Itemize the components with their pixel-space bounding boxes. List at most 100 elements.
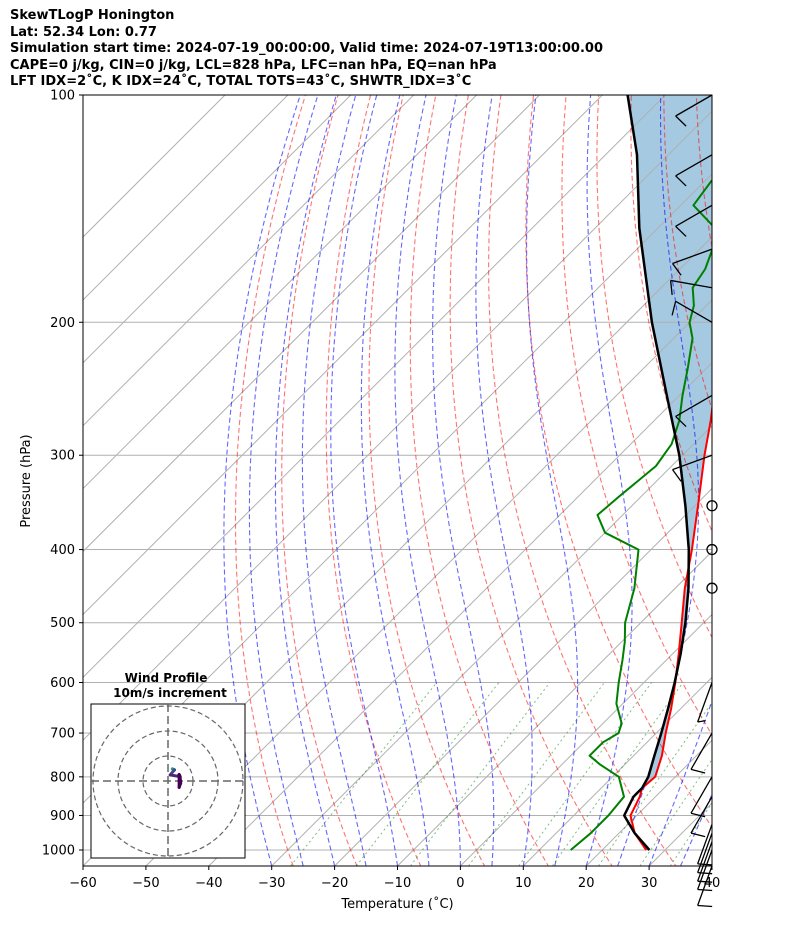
- index-text: LFT IDX=2˚C, K IDX=24˚C, TOTAL TOTS=43˚C…: [10, 74, 472, 89]
- station-title: SkewTLogP Honington: [10, 8, 175, 23]
- mixing-ratio-line: [409, 682, 551, 866]
- moist-adiabat: [617, 95, 700, 866]
- wind-barb: [675, 204, 713, 237]
- dry-adiabat: [596, 95, 712, 639]
- temperature-line: [629, 402, 712, 851]
- isotherm-line: [522, 676, 712, 866]
- mixing-ratio-line: [669, 802, 712, 866]
- x-tick-label: 20: [578, 876, 595, 891]
- y-tick-label: 1000: [42, 844, 75, 859]
- isotherm-line: [585, 739, 712, 866]
- isotherm-line: [83, 95, 226, 238]
- isotherm-line: [145, 299, 712, 866]
- inset-subtitle: 10m/s increment: [113, 686, 227, 700]
- wind-barb: [671, 300, 713, 323]
- dry-adiabat: [728, 61, 794, 882]
- moist-adiabat: [711, 864, 712, 866]
- hodograph: [91, 704, 245, 858]
- wind-barb: [675, 154, 713, 187]
- dry-adiabat: [409, 95, 549, 866]
- x-tick-label: −50: [132, 876, 159, 891]
- moist-adiabat: [585, 95, 633, 866]
- x-tick-label: −10: [384, 876, 411, 891]
- moist-adiabat: [274, 95, 337, 866]
- mixing-ratio-line: [551, 682, 684, 866]
- moist-adiabat: [301, 95, 367, 866]
- wind-barb: [697, 849, 713, 892]
- moist-adiabat: [526, 95, 579, 866]
- moist-adiabat: [679, 792, 712, 866]
- dewpoint-line: [570, 179, 712, 851]
- y-tick-label: 700: [50, 727, 75, 742]
- cin-shading: [627, 95, 712, 789]
- wind-barb: [690, 796, 713, 838]
- chart-header: SkewTLogP Honington Lat: 52.34 Lon: 0.77…: [10, 8, 603, 91]
- mixing-ratio-line: [290, 682, 438, 866]
- wind-barbs: [669, 94, 718, 908]
- moist-adiabat: [648, 699, 712, 866]
- x-tick-label: −60: [69, 876, 96, 891]
- dry-adiabat: [325, 95, 422, 866]
- dry-adiabat: [281, 95, 358, 866]
- wind-profile-inset: Wind Profile 10m/s increment: [90, 671, 246, 859]
- wind-barb: [697, 682, 713, 723]
- wind-barb: [697, 841, 713, 883]
- isotherm-line: [760, 60, 794, 881]
- moist-adiabat: [248, 95, 319, 866]
- moist-adiabat: [394, 95, 461, 866]
- x-tick-label: 10: [515, 876, 532, 891]
- wind-barb: [672, 454, 713, 482]
- dry-adiabat: [561, 95, 712, 736]
- y-axis-label: Pressure (hPa): [19, 434, 34, 527]
- y-tick-label: 400: [50, 543, 75, 558]
- time-text: Simulation start time: 2024-07-19_00:00:…: [10, 41, 603, 56]
- y-tick-label: 900: [50, 809, 75, 824]
- isotherm-line: [83, 95, 604, 616]
- wind-barb: [690, 732, 713, 774]
- y-tick-label: 100: [50, 89, 75, 104]
- mixing-ratio-lines: [290, 682, 712, 866]
- x-tick-label: 0: [456, 876, 464, 891]
- dry-adiabat: [449, 95, 613, 866]
- wind-barb: [672, 248, 713, 276]
- wind-barb: [669, 279, 713, 295]
- parcel-line: [622, 95, 691, 851]
- dry-adiabat: [368, 95, 486, 866]
- mixing-ratio-line: [639, 758, 712, 866]
- mixing-ratio-line: [355, 682, 500, 866]
- y-tick-label: 500: [50, 616, 75, 631]
- y-tick-label: 300: [50, 449, 75, 464]
- isotherm-line: [83, 95, 667, 679]
- moist-adiabat: [330, 95, 399, 866]
- isotherm-line: [270, 424, 712, 866]
- x-axis-label: Temperature (˚C): [340, 896, 453, 912]
- isotherm-line: [83, 95, 415, 427]
- isotherm-line: [459, 613, 712, 866]
- wind-barb: [697, 865, 713, 908]
- cape-shading: [627, 95, 712, 789]
- moist-adiabat: [360, 95, 430, 866]
- profile-lines: [570, 95, 712, 851]
- y-tick-label: 800: [50, 770, 75, 785]
- y-tick-label: 200: [50, 316, 75, 331]
- x-tick-label: −20: [321, 876, 348, 891]
- dry-adiabat: [234, 95, 307, 866]
- isotherm-line: [208, 362, 712, 866]
- x-tick-label: −30: [258, 876, 285, 891]
- x-tick-label: −40: [195, 876, 222, 891]
- isotherm-line: [83, 95, 352, 364]
- wind-barb: [690, 776, 713, 818]
- isotherm-line: [333, 487, 712, 866]
- x-tick-label: 40: [704, 876, 721, 891]
- isotherm-line: [396, 550, 712, 866]
- moist-adiabats: [223, 95, 712, 866]
- moist-adiabat: [223, 95, 301, 866]
- moist-adiabat: [432, 95, 495, 866]
- location-text: Lat: 52.34 Lon: 0.77: [10, 24, 157, 40]
- dry-adiabat: [488, 95, 677, 866]
- wind-barb: [675, 394, 713, 428]
- dry-adiabat: [759, 61, 794, 882]
- cape-text: CAPE=0 j/kg, CIN=0 j/kg, LCL=828 hPa, LF…: [10, 57, 497, 73]
